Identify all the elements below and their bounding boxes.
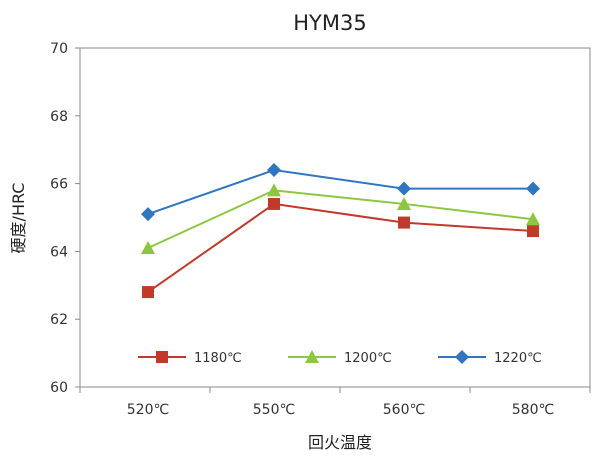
legend-label: 1220℃ xyxy=(494,351,542,366)
data-point xyxy=(526,212,540,226)
x-tick-label: 550℃ xyxy=(253,402,295,418)
y-tick-label: 70 xyxy=(50,41,68,57)
plot-frame xyxy=(79,47,591,388)
data-point xyxy=(398,216,410,229)
series-line xyxy=(147,169,533,216)
x-tick-label: 560℃ xyxy=(383,402,425,418)
legend: 1180℃ 1200℃ 1220℃ xyxy=(138,350,542,366)
legend-marker xyxy=(455,350,469,364)
x-axis: 520℃ 550℃ 560℃ 580℃ xyxy=(79,387,591,418)
data-point xyxy=(142,286,154,299)
series-layer xyxy=(141,163,540,299)
x-axis-title: 回火温度 xyxy=(308,433,372,452)
data-point xyxy=(397,181,411,196)
data-point xyxy=(141,241,155,255)
legend-label: 1180℃ xyxy=(194,351,242,366)
data-point xyxy=(267,183,281,197)
chart-title: HYM35 xyxy=(293,11,366,35)
data-point xyxy=(268,197,280,210)
data-point xyxy=(397,196,411,210)
legend-label: 1200℃ xyxy=(344,351,392,366)
y-axis: 60 62 64 66 68 70 xyxy=(50,41,80,396)
series-line xyxy=(147,189,534,249)
series-line xyxy=(147,202,534,293)
data-point xyxy=(141,207,155,222)
y-axis-title: 硬度/HRC xyxy=(9,183,28,254)
data-point xyxy=(267,163,281,178)
data-point xyxy=(526,181,540,196)
x-tick-label: 520℃ xyxy=(127,402,169,418)
y-tick-label: 64 xyxy=(50,244,68,260)
y-tick-label: 66 xyxy=(50,177,68,193)
y-tick-label: 62 xyxy=(50,312,68,328)
x-tick-label: 580℃ xyxy=(512,402,554,418)
legend-marker xyxy=(305,350,319,363)
legend-marker xyxy=(156,351,168,363)
y-tick-label: 68 xyxy=(50,109,68,125)
data-point xyxy=(527,225,539,238)
y-tick-label: 60 xyxy=(50,380,68,396)
